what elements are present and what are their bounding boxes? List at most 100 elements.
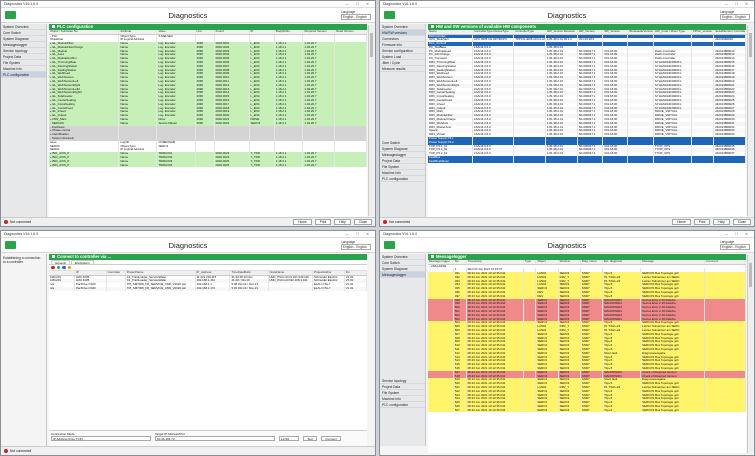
column-header[interactable]: Found [214, 30, 250, 35]
sidebar-item-project-data[interactable]: Project Data [380, 158, 425, 164]
column-header[interactable]: Object / Subfolder No. [49, 30, 120, 35]
plc-row[interactable]: + EL_ModuleHotSim Name Log. Encoder 4096 000… [49, 57, 367, 61]
message-row[interactable]: 503 08.23 Jun 2021 10:12:35.042 SERC3 SERC3… [428, 317, 746, 322]
hw-row[interactable]: DRV_CenterFeed LSA/14.0.6.0 1.81.38.2.01 SF… [428, 98, 746, 103]
column-header[interactable]: Message trigger [428, 260, 454, 265]
sidebar-item-hw-sw-versions[interactable]: HW/SW versions [380, 30, 425, 36]
hw-row[interactable]: CPU_MeleSeci CPU 3035 CN 04/TRCPU TPPCN-40… [428, 38, 746, 42]
message-row[interactable]: 506 08.23 Jun 2021 10:12:35.042 LAN02 DRV_T… [428, 328, 746, 333]
hw-row[interactable]: DRV_WebTensionLeft LSA/14.0.6.0 1.81.38.2.… [428, 79, 746, 84]
message-row[interactable]: 494 08.23 Jun 2021 10:12:35.042 LAN02 SERC3… [428, 283, 746, 288]
sidebar-item-core-switch[interactable]: Core Switch [1, 30, 46, 36]
column-header[interactable]: HW_Version Revision [545, 30, 578, 35]
hw-row[interactable]: DRV_WebTensionRight LSA/14.0.6.0 1.81.38.2… [428, 83, 746, 88]
plc-row[interactable]: + EL_ModuleFilter Name Log. Encoder 4096 000… [49, 41, 367, 46]
controller-row[interactable]: LMC201 LMC 4035 C1_TrainLoader_ServiceWate… [49, 275, 367, 280]
hw-row[interactable]: DRV_TrimmingPlate LSA/14.0.6.0 1.81.38.2.0… [428, 60, 746, 65]
plc-row[interactable]: + EL_ModuleFilterCharge Name Log. Encoder 4… [49, 45, 367, 50]
message-row[interactable]: 504 08.23 Jun 2021 10:12:35.042 SERC3 SERC3… [428, 321, 746, 326]
hw-row[interactable]: TOP_P3.1_01 LSA/14.0.6.0 1.81.38.2.01 SF-00… [428, 144, 746, 149]
sidebar-item-system-load[interactable]: System Load [380, 54, 425, 60]
target-ip-input[interactable]: 10.46.193.70 [155, 436, 275, 441]
plc-row[interactable]: - Interfaces [49, 125, 367, 130]
plc-row[interactable]: + B04_AXIS_P Name TRIRAX04 0002.0026 T_TRR 1.… [49, 163, 367, 168]
vertical-scrollbar[interactable] [747, 25, 753, 216]
column-header[interactable]: Diag. name [580, 260, 604, 265]
test-button[interactable]: Test [303, 436, 317, 441]
message-row[interactable]: 518 08.23 Jun 2021 10:12:35.042 SERC3 SERC3… [428, 374, 746, 379]
hw-row[interactable]: DRV_ModuleFilter LSA/14.0.6.0 1.81.38.2.01… [428, 114, 746, 118]
plc-row[interactable]: - SERCOS Name Sercos Master 4096 0002.0022 SE… [49, 121, 367, 126]
sidebar-item-messageslogger[interactable]: Messageslogger [380, 272, 425, 278]
message-row[interactable]: 502 08.23 Jun 2021 10:12:35.042 SERC3 SERC3… [428, 313, 746, 318]
scrollbar-thumb[interactable] [749, 33, 752, 57]
plc-row[interactable]: + EL_CenterFeed Name Log. Encoder 4096 0002.… [49, 106, 367, 111]
column-header[interactable]: Fw [344, 271, 367, 276]
column-header[interactable]: HW_Code / Motor Type [653, 30, 692, 35]
column-header[interactable]: HW_Version [577, 30, 604, 35]
column-header[interactable]: NodeName [268, 271, 313, 276]
message-row[interactable]: 511 08.23 Jun 2021 10:12:35.042 SERC3 SERC3… [428, 347, 746, 352]
vertical-scrollbar[interactable] [747, 255, 753, 453]
language-select[interactable]: English - English [720, 244, 750, 250]
hw-row[interactable]: Power Supply P3.2 [428, 140, 746, 145]
hw-row[interactable]: PC_ModuleHead LSA/14.0.6.0 1.81.38.2.01 SF-… [428, 49, 746, 54]
column-header[interactable]: IP_Address [195, 271, 231, 276]
column-header[interactable]: Type [523, 260, 537, 265]
column-header[interactable]: Attribute [118, 30, 158, 35]
plc-row[interactable]: SERC1 IP Logical Address [49, 148, 367, 153]
tab-general[interactable]: General [51, 260, 70, 265]
message-row[interactable]: 520 08.23 Jun 2021 10:12:35.042 SERC3 SERC3… [428, 382, 746, 386]
home-button[interactable]: Home [293, 219, 312, 225]
sidebar-item-system-overview[interactable]: System Overview [380, 254, 425, 260]
window-controls[interactable]: — ☐ ✕ [345, 2, 372, 6]
sidebar-item-system-diagnose[interactable]: System Diagnose [380, 146, 425, 152]
sidebar-item-jitter-cycle[interactable]: Jitter / Cycle [380, 60, 425, 66]
port-input[interactable]: 11740 [279, 436, 299, 441]
connect-button[interactable]: Connect [321, 436, 341, 441]
sidebar-item-system-overview[interactable]: System Overview [380, 24, 425, 30]
message-row[interactable]: 500 08.23 Jun 2021 10:12:35.042 SERC3 SERC3… [428, 306, 746, 310]
folder-icon[interactable] [67, 265, 71, 270]
print-button[interactable]: Print [314, 219, 332, 225]
plc-row[interactable]: + EL_WebTensionLeft Name Log. Encoder 4096 0… [49, 79, 367, 84]
sidebar-item-system-diagnose[interactable]: System Diagnose [1, 36, 46, 42]
hw-row[interactable]: FieldBus [428, 155, 746, 160]
group-row[interactable]: - UNKLASSE [428, 264, 746, 269]
message-row[interactable]: 496 08.23 Jun 2021 10:12:35.042 DEV SERC3 SN… [428, 290, 746, 295]
plc-row[interactable]: + EL_SideFeeder Name Log. Encoder 4096 0002.… [49, 95, 367, 99]
message-row[interactable]: 527 08.23 Jun 2021 10:12:35.042 SERC3 SERC3… [428, 408, 746, 413]
hw-row[interactable]: DRV_Main LSA/14.0.6.0 1.81.38.2.01 SF-00004… [428, 110, 746, 115]
hw-row[interactable]: PC_Transport LSA/14.0.6.0 1.81.38.2.01 SF-0… [428, 57, 746, 61]
message-row[interactable]: 498 08.23 Jun 2021 10:12:35.042 SERC3 SERC3… [428, 298, 746, 303]
sidebar-item-service-topology[interactable]: Service topology [380, 378, 425, 384]
column-header[interactable]: BodyID/No. [274, 30, 304, 35]
sidebar-item-core-switch[interactable]: Core Switch [380, 140, 425, 146]
stop-icon[interactable] [51, 265, 55, 270]
message-row[interactable]: 507 08.23 Jun 2021 10:12:35.042 SERC3 SERC3… [428, 332, 746, 337]
message-row[interactable]: 495 08.23 Jun 2021 10:12:35.042 SERC3 SERC3… [428, 287, 746, 291]
hw-row[interactable]: DRV_ModuleCharge LSA/14.0.6.0 1.81.38.2.01… [428, 117, 746, 122]
message-row[interactable]: 519 08.23 Jun 2021 10:12:35.042 SERC3 SERC3… [428, 378, 746, 383]
sidebar-item-core-switch[interactable]: Core Switch [380, 260, 425, 266]
print-button[interactable]: Print [693, 219, 711, 225]
plc-row[interactable]: + EL_TrimmingPlate Name Log. Encoder 4096 00… [49, 60, 367, 65]
plc-row[interactable]: + EL_WebFeed Name Log. Encoder 4096 0002.000… [49, 72, 367, 77]
plc-row[interactable]: + EL_WebTensionRight Name Log. Encoder 4096… [49, 83, 367, 88]
message-row[interactable]: 1 Wed 23 Jun 2021 10:15:07 [428, 268, 746, 272]
hw-row[interactable]: FieldBusMaster [428, 159, 746, 164]
hw-row[interactable]: PLC_Kontroll [428, 41, 746, 46]
message-row[interactable]: 521 08.23 Jun 2021 10:12:35.042 LAN02 DRV_T… [428, 385, 746, 390]
message-row[interactable]: 513 08.23 Jun 2021 10:12:35.042 SERC3 SERC3… [428, 355, 746, 360]
plc-row[interactable]: - System channels [49, 136, 367, 141]
sidebar-item-messageslogger[interactable]: Messageslogger [1, 42, 46, 48]
column-header[interactable]: FPGA_Version [691, 30, 715, 35]
language-selector[interactable]: Language English - English [720, 240, 750, 250]
message-row[interactable]: 509 08.23 Jun 2021 10:12:35.042 SERC3 SERC3… [428, 340, 746, 345]
message-row[interactable]: 526 08.23 Jun 2021 10:12:35.042 SERC3 SERC3… [428, 404, 746, 409]
close-button[interactable]: Close [732, 219, 751, 225]
sidebar-item-project-data[interactable]: Project Data [1, 54, 46, 60]
window-controls[interactable]: — ☐ ✕ [724, 2, 751, 6]
column-header[interactable]: Comment [704, 260, 746, 265]
column-header[interactable]: ProjectAuthor [312, 271, 345, 276]
